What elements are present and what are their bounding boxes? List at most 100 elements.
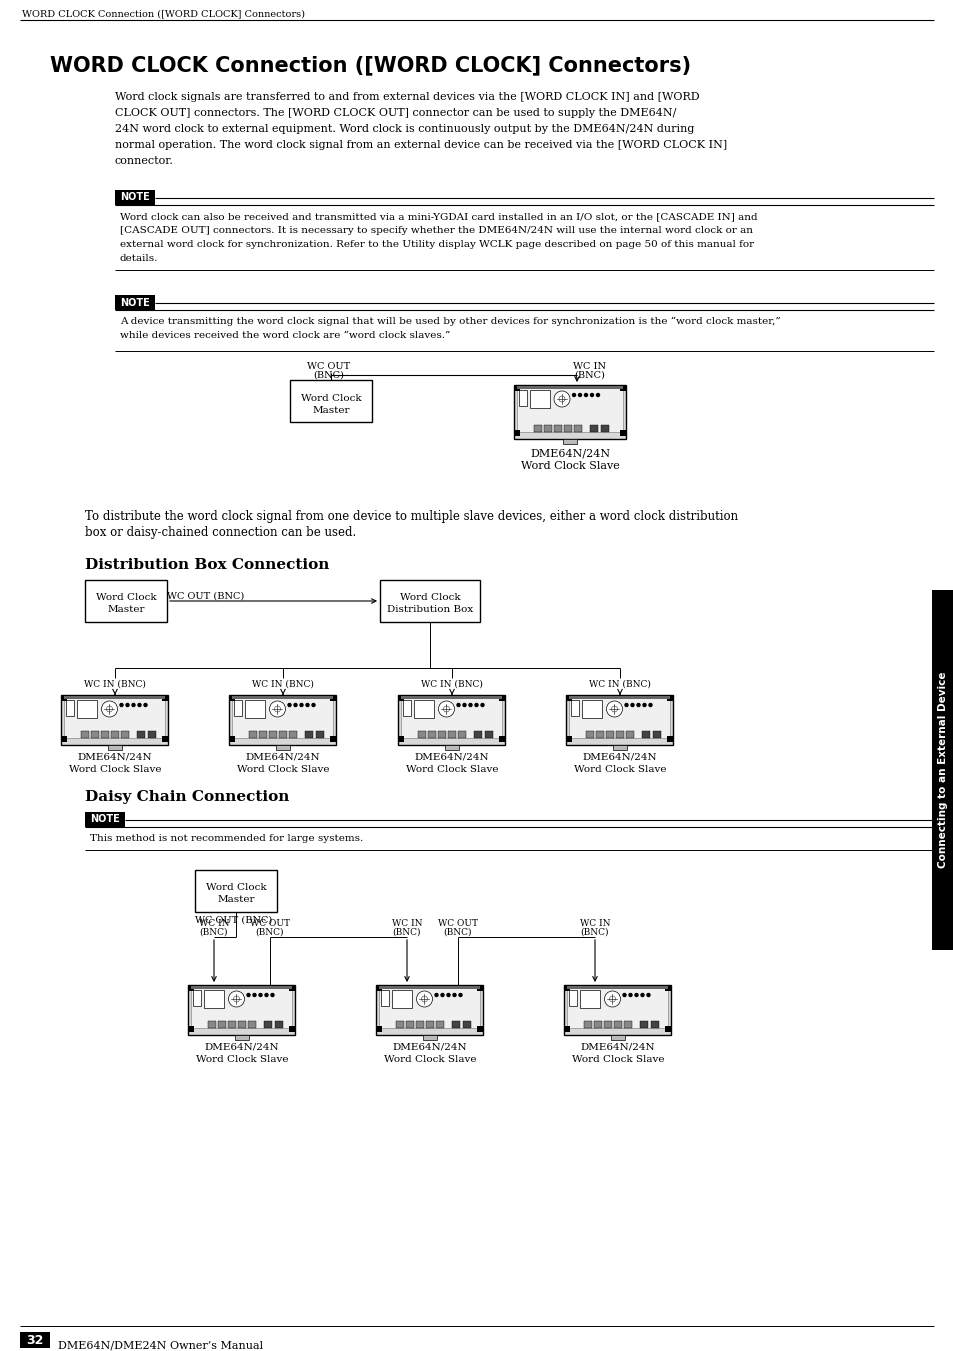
Circle shape bbox=[456, 704, 459, 707]
Circle shape bbox=[480, 704, 483, 707]
Text: 32: 32 bbox=[27, 1333, 44, 1347]
Text: Connecting to an External Device: Connecting to an External Device bbox=[937, 671, 947, 869]
Bar bbox=[448, 731, 456, 738]
Circle shape bbox=[611, 707, 617, 712]
Text: DME64N/24N: DME64N/24N bbox=[393, 1043, 467, 1052]
Bar bbox=[259, 731, 267, 738]
Text: WC IN: WC IN bbox=[198, 919, 229, 928]
Circle shape bbox=[640, 993, 643, 997]
Circle shape bbox=[578, 393, 581, 396]
Text: WC OUT: WC OUT bbox=[437, 919, 477, 928]
Bar bbox=[248, 1021, 256, 1028]
Bar bbox=[230, 694, 235, 701]
Text: Word Clock Slave: Word Clock Slave bbox=[383, 1055, 476, 1065]
Bar bbox=[554, 426, 561, 432]
Bar bbox=[245, 700, 265, 717]
Circle shape bbox=[144, 704, 147, 707]
Bar bbox=[376, 985, 382, 992]
Circle shape bbox=[462, 704, 465, 707]
Bar bbox=[569, 990, 577, 1006]
Bar bbox=[665, 985, 671, 992]
Bar bbox=[204, 990, 224, 1008]
Circle shape bbox=[132, 704, 135, 707]
Bar bbox=[651, 1021, 659, 1028]
Bar bbox=[499, 694, 505, 701]
Text: Master: Master bbox=[107, 605, 145, 613]
Circle shape bbox=[258, 993, 262, 997]
Text: while devices received the word clock are “word clock slaves.”: while devices received the word clock ar… bbox=[120, 331, 450, 340]
Bar bbox=[289, 1025, 295, 1032]
Bar bbox=[566, 694, 673, 744]
Bar bbox=[149, 731, 156, 738]
Bar bbox=[189, 985, 194, 992]
Circle shape bbox=[271, 993, 274, 997]
Text: Daisy Chain Connection: Daisy Chain Connection bbox=[85, 790, 289, 804]
Text: Word Clock Slave: Word Clock Slave bbox=[69, 765, 161, 774]
Bar bbox=[931, 590, 953, 950]
Circle shape bbox=[475, 704, 477, 707]
Circle shape bbox=[299, 704, 303, 707]
Circle shape bbox=[120, 704, 123, 707]
Bar bbox=[398, 736, 404, 742]
Text: WC IN: WC IN bbox=[579, 919, 610, 928]
Bar bbox=[514, 385, 519, 390]
Text: DME64N/24N: DME64N/24N bbox=[246, 753, 320, 762]
Circle shape bbox=[306, 704, 309, 707]
Bar bbox=[604, 1021, 612, 1028]
Circle shape bbox=[138, 704, 141, 707]
Circle shape bbox=[438, 701, 454, 717]
Bar bbox=[234, 700, 242, 716]
Text: (BNC): (BNC) bbox=[314, 372, 344, 380]
Bar bbox=[289, 731, 297, 738]
Bar bbox=[65, 696, 165, 698]
Text: WC OUT (BNC): WC OUT (BNC) bbox=[167, 592, 244, 601]
Text: Word clock can also be received and transmitted via a mini-YGDAI card installed : Word clock can also be received and tran… bbox=[120, 212, 757, 222]
Bar bbox=[485, 731, 493, 738]
Bar bbox=[499, 736, 505, 742]
Circle shape bbox=[416, 992, 432, 1006]
Bar bbox=[594, 1021, 602, 1028]
Bar bbox=[626, 731, 634, 738]
Circle shape bbox=[453, 993, 456, 997]
Circle shape bbox=[229, 992, 244, 1006]
Text: Distribution Box Connection: Distribution Box Connection bbox=[85, 558, 329, 571]
Text: Word Clock Slave: Word Clock Slave bbox=[573, 765, 665, 774]
Circle shape bbox=[247, 993, 250, 997]
Circle shape bbox=[288, 704, 291, 707]
Text: WORD CLOCK Connection ([WORD CLOCK] Connectors): WORD CLOCK Connection ([WORD CLOCK] Conn… bbox=[22, 9, 305, 19]
Bar bbox=[422, 1035, 436, 1040]
Text: WC OUT: WC OUT bbox=[250, 919, 290, 928]
Bar bbox=[81, 731, 90, 738]
Circle shape bbox=[126, 704, 129, 707]
Bar bbox=[569, 698, 670, 738]
Bar bbox=[596, 731, 604, 738]
Bar bbox=[85, 812, 125, 827]
Bar bbox=[514, 430, 519, 436]
Bar bbox=[115, 295, 154, 309]
Text: A device transmitting the word clock signal that will be used by other devices f: A device transmitting the word clock sig… bbox=[120, 317, 780, 327]
Bar bbox=[613, 744, 626, 750]
Circle shape bbox=[596, 393, 598, 396]
Bar bbox=[229, 1021, 236, 1028]
Text: (BNC): (BNC) bbox=[580, 928, 609, 938]
Bar bbox=[567, 988, 668, 1028]
Text: DME64N/24N: DME64N/24N bbox=[580, 1043, 655, 1052]
Circle shape bbox=[622, 993, 625, 997]
Bar bbox=[566, 694, 572, 701]
Text: DME64N/DME24N Owner’s Manual: DME64N/DME24N Owner’s Manual bbox=[58, 1340, 263, 1350]
Bar bbox=[428, 731, 436, 738]
Bar bbox=[414, 700, 434, 717]
Text: Distribution Box: Distribution Box bbox=[387, 605, 473, 613]
Bar bbox=[376, 1025, 382, 1032]
Bar bbox=[264, 1021, 273, 1028]
Text: WC IN (BNC): WC IN (BNC) bbox=[84, 680, 146, 689]
Bar bbox=[416, 1021, 424, 1028]
Bar bbox=[582, 700, 602, 717]
Bar bbox=[250, 731, 257, 738]
Circle shape bbox=[421, 996, 427, 1002]
Bar bbox=[653, 731, 660, 738]
Bar bbox=[452, 1021, 460, 1028]
Bar bbox=[233, 698, 334, 738]
Text: DME64N/24N: DME64N/24N bbox=[529, 449, 609, 459]
Bar bbox=[101, 731, 110, 738]
